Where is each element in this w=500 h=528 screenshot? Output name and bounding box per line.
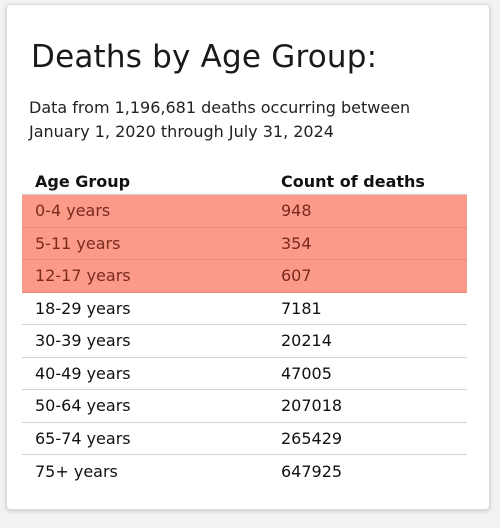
table-row: 12-17 years 607 (22, 260, 467, 293)
table-row: 65-74 years 265429 (22, 423, 467, 455)
death-count-cell: 265429 (281, 428, 343, 448)
table-row: 18-29 years 7181 (22, 293, 467, 325)
table-row: 5-11 years 354 (22, 227, 467, 260)
death-count-cell: 607 (281, 266, 312, 286)
age-group-cell: 18-29 years (35, 298, 131, 318)
age-group-cell: 12-17 years (35, 266, 131, 286)
age-group-table: Age Group Count of deaths 0-4 years 948 … (22, 167, 467, 488)
death-count-cell: 354 (281, 233, 312, 253)
death-count-cell: 47005 (281, 363, 332, 383)
death-count-cell: 7181 (281, 298, 322, 318)
age-group-cell: 0-4 years (35, 201, 111, 221)
age-group-cell: 50-64 years (35, 396, 131, 416)
age-group-cell: 30-39 years (35, 331, 131, 351)
table-row: 75+ years 647925 (22, 455, 467, 488)
header-age-group: Age Group (35, 172, 131, 191)
header-count-of-deaths: Count of deaths (281, 172, 425, 191)
card-subtitle: Data from 1,196,681 deaths occurring bet… (29, 98, 411, 141)
age-group-cell: 65-74 years (35, 428, 131, 448)
table-row: 30-39 years 20214 (22, 325, 467, 358)
table-row: 40-49 years 47005 (22, 358, 467, 390)
deaths-by-age-card: Deaths by Age Group: Data from 1,196,681… (6, 4, 490, 510)
death-count-cell: 647925 (281, 461, 343, 481)
age-group-cell: 5-11 years (35, 233, 121, 253)
table-header-row: Age Group Count of deaths (22, 167, 467, 195)
death-count-cell: 20214 (281, 331, 332, 351)
table-row: 0-4 years 948 (22, 195, 467, 228)
death-count-cell: 948 (281, 201, 312, 221)
table-row: 50-64 years 207018 (22, 390, 467, 423)
age-group-cell: 40-49 years (35, 363, 131, 383)
death-count-cell: 207018 (281, 396, 343, 416)
card-title: Deaths by Age Group: (31, 39, 378, 75)
age-group-cell: 75+ years (35, 461, 118, 481)
